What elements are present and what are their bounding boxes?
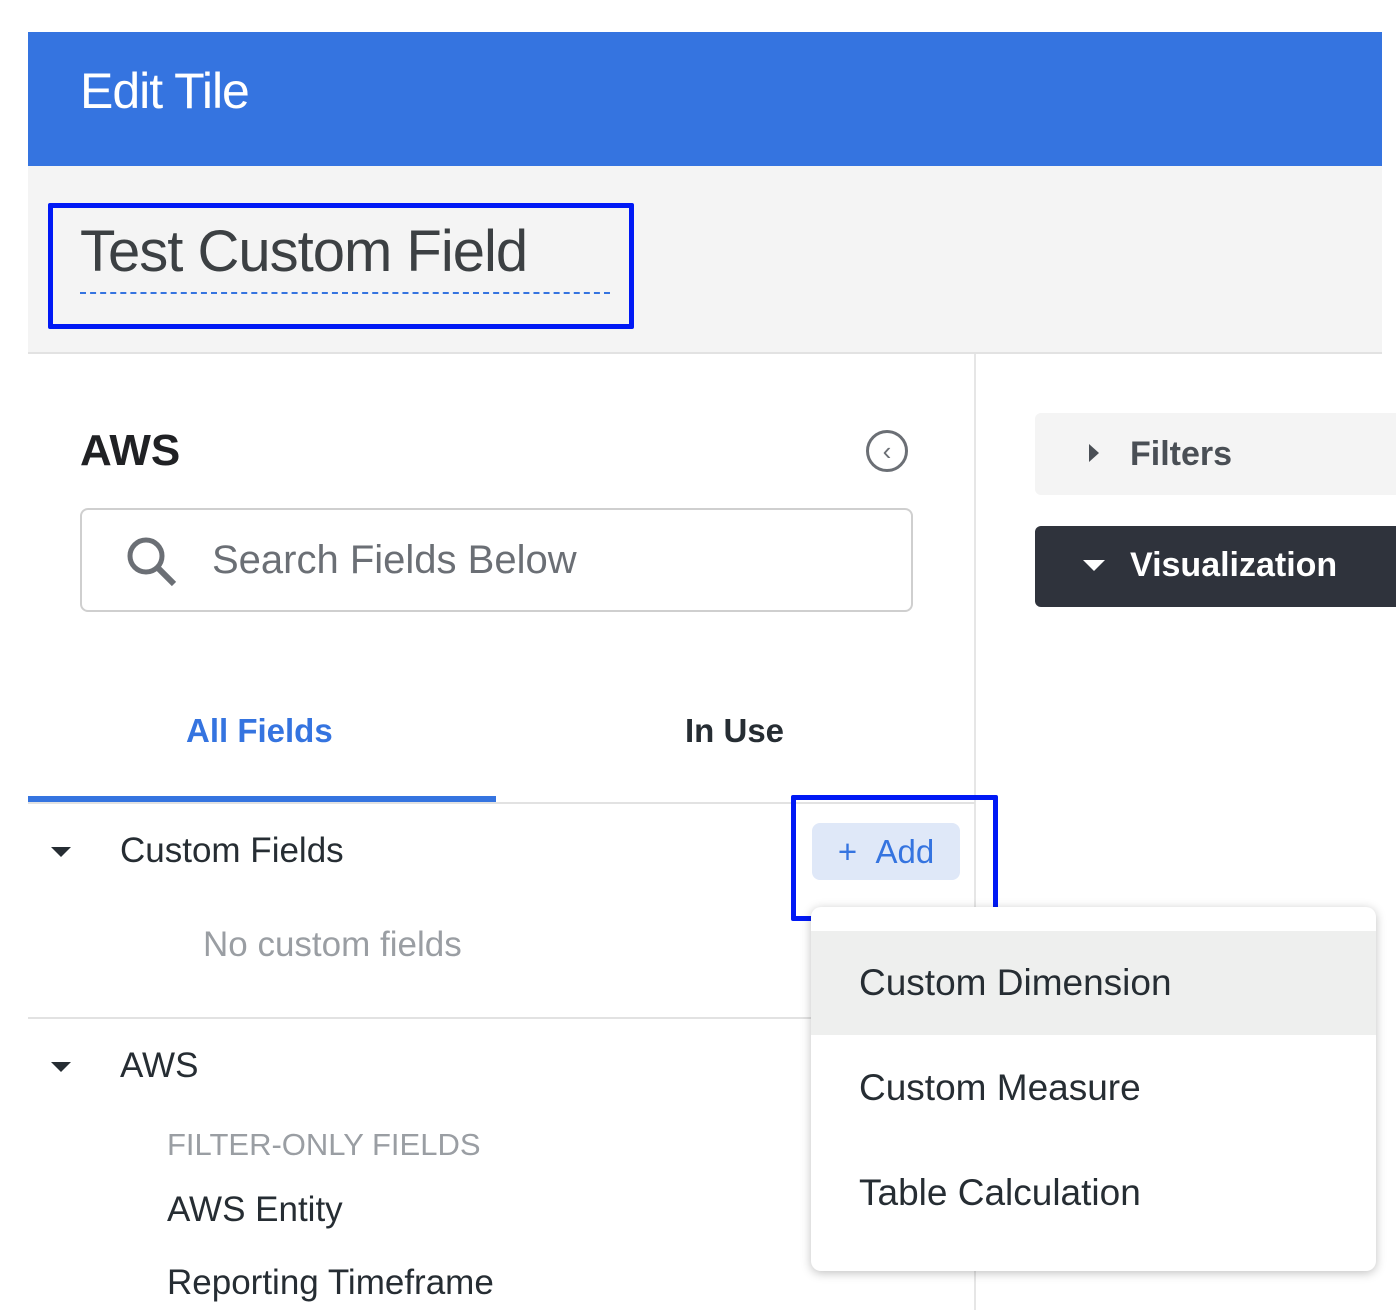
aws-group[interactable]: AWS [120,1046,199,1085]
add-custom-field-button[interactable]: + Add [812,823,960,880]
caret-down-icon[interactable] [51,847,71,857]
tile-title-input[interactable]: Test Custom Field [80,219,528,284]
title-bar [28,166,1382,354]
highlight-box-title [48,203,634,329]
filters-section[interactable]: Filters [1035,413,1396,495]
section-label: FILTER-ONLY FIELDS [167,1127,481,1162]
tab-all-fields[interactable]: All Fields [186,712,333,749]
collapse-panel-icon[interactable]: ‹ [866,430,908,472]
dialog-title: Edit Tile [80,63,250,119]
caret-right-icon [1089,444,1099,462]
tab-active-indicator [28,796,496,802]
search-input[interactable] [80,508,913,612]
field-item[interactable]: AWS Entity [167,1190,343,1229]
empty-custom-fields: No custom fields [203,925,462,964]
panel-divider[interactable] [974,354,976,1310]
menu-item-table-calculation[interactable]: Table Calculation [859,1172,1141,1213]
highlight-box-add [791,795,998,921]
explore-title: AWS [80,426,181,475]
add-label: Add [875,833,935,870]
tab-divider [28,802,975,804]
caret-down-icon [1083,560,1105,571]
caret-down-icon[interactable] [51,1062,71,1072]
tab-in-use[interactable]: In Use [685,712,785,749]
plus-icon: + [837,833,858,870]
filters-label: Filters [1130,435,1233,473]
visualization-label: Visualization [1130,546,1338,584]
menu-item-custom-dimension[interactable]: Custom Dimension [811,931,1376,1035]
title-underline [80,292,610,294]
add-menu: Custom Dimension Custom Measure Table Ca… [811,907,1376,1271]
search-icon [127,537,177,587]
custom-fields-group[interactable]: Custom Fields [120,831,344,870]
menu-item-custom-measure[interactable]: Custom Measure [859,1067,1141,1108]
field-item[interactable]: Reporting Timeframe [167,1263,494,1302]
header-bar [28,32,1382,166]
visualization-section[interactable]: Visualization [1035,526,1396,607]
group-divider [28,1017,975,1019]
search-placeholder: Search Fields Below [212,538,577,582]
